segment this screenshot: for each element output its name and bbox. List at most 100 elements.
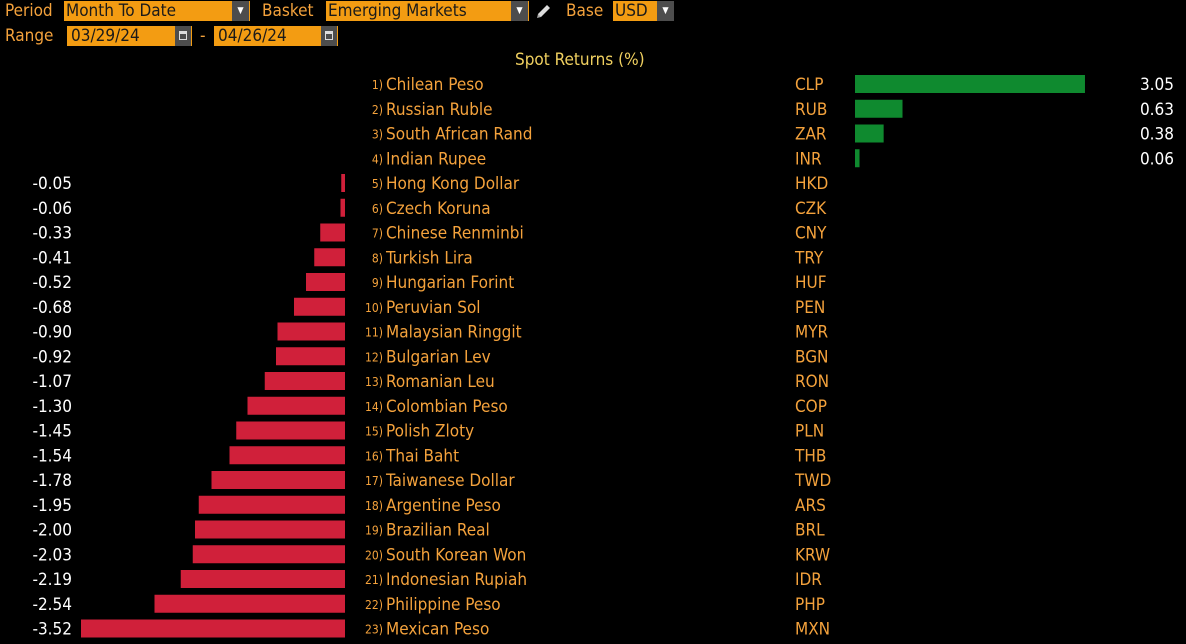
currency-name[interactable]: Russian Ruble [386, 100, 493, 120]
currency-name[interactable]: South Korean Won [386, 545, 526, 565]
currency-name[interactable]: Indonesian Rupiah [386, 570, 527, 590]
currency-code: MXN [795, 620, 830, 640]
rank-label: 20) [365, 548, 383, 562]
basket-dropdown[interactable]: Emerging Markets ▼ [326, 1, 529, 21]
rank-label: 6) [372, 202, 383, 216]
dropdown-arrow-icon[interactable]: ▼ [657, 1, 674, 21]
currency-name[interactable]: Thai Baht [385, 446, 459, 466]
currency-name[interactable]: Romanian Leu [386, 372, 495, 392]
dropdown-arrow-icon[interactable]: ▼ [511, 1, 528, 21]
pencil-icon[interactable] [534, 1, 554, 21]
value-label-ars: -1.95 [32, 496, 72, 516]
calendar-icon[interactable] [175, 26, 191, 46]
currency-code: TRY [794, 248, 824, 268]
rank-label: 7) [372, 227, 383, 241]
value-label-twd: -1.78 [32, 471, 72, 491]
calendar-icon[interactable] [321, 26, 337, 46]
currency-name[interactable]: Colombian Peso [386, 397, 508, 417]
chart-title: Spot Returns (%) [515, 50, 645, 70]
currency-code: CLP [795, 75, 823, 95]
value-label-huf: -0.52 [32, 273, 72, 293]
rank-label: 11) [365, 326, 383, 340]
range-label: Range [5, 26, 54, 46]
currency-name[interactable]: Taiwanese Dollar [385, 471, 515, 491]
currency-name[interactable]: South African Rand [386, 125, 532, 145]
currency-name[interactable]: Philippine Peso [386, 595, 501, 615]
bar-inr [855, 149, 860, 168]
currency-code: COP [795, 397, 827, 417]
currency-code: IDR [795, 570, 822, 590]
basket-label: Basket [262, 1, 314, 21]
rank-label: 22) [365, 598, 383, 612]
dropdown-arrow-icon[interactable]: ▼ [232, 1, 249, 21]
currency-name[interactable]: Malaysian Ringgit [386, 323, 522, 343]
currency-code: PEN [795, 298, 825, 318]
rank-label: 13) [365, 375, 383, 389]
bar-mxn [81, 619, 345, 638]
value-label-zar: 0.38 [1140, 125, 1174, 145]
currency-name[interactable]: Polish Zloty [386, 422, 474, 442]
bar-idr [180, 570, 345, 588]
range-separator: - [200, 26, 206, 46]
value-label-rub: 0.63 [1140, 100, 1174, 120]
base-dropdown[interactable]: USD ▼ [613, 1, 674, 21]
value-label-inr: 0.06 [1140, 149, 1174, 169]
currency-code: RUB [795, 100, 827, 120]
currency-name[interactable]: Chilean Peso [386, 75, 484, 95]
value-label-pln: -1.45 [32, 422, 72, 442]
value-label-clp: 3.05 [1140, 75, 1174, 95]
rank-label: 23) [365, 623, 383, 637]
currency-name[interactable]: Chinese Renminbi [386, 224, 524, 244]
base-value: USD [615, 1, 648, 21]
value-label-try: -0.41 [32, 248, 72, 268]
rank-label: 17) [365, 474, 383, 488]
currency-code: ZAR [795, 125, 827, 145]
range-start-value: 03/29/24 [71, 26, 140, 46]
value-label-mxn: -3.52 [32, 620, 72, 640]
currency-name[interactable]: Hong Kong Dollar [386, 174, 520, 194]
currency-name[interactable]: Argentine Peso [386, 496, 501, 516]
bar-czk [340, 198, 345, 217]
currency-code: BGN [795, 347, 829, 367]
bar-twd [211, 471, 345, 489]
currency-code: HKD [795, 174, 828, 194]
currency-name[interactable]: Czech Koruna [386, 199, 491, 219]
value-label-ron: -1.07 [32, 372, 72, 392]
bar-krw [192, 545, 345, 564]
currency-code: CNY [795, 224, 827, 244]
range-end-field[interactable]: 04/26/24 [214, 26, 338, 46]
currency-name[interactable]: Hungarian Forint [386, 273, 514, 293]
rank-label: 4) [372, 152, 383, 166]
rank-label: 2) [372, 103, 383, 117]
bar-pln [236, 421, 345, 440]
currency-name[interactable]: Peruvian Sol [386, 298, 481, 318]
bar-thb [229, 446, 345, 465]
bar-pen [294, 297, 345, 316]
period-dropdown[interactable]: Month To Date ▼ [64, 1, 250, 21]
rank-label: 12) [365, 350, 383, 364]
bar-ars [198, 495, 345, 514]
currency-name[interactable]: Mexican Peso [386, 620, 489, 640]
currency-name[interactable]: Turkish Lira [385, 248, 473, 268]
bar-myr [277, 322, 345, 341]
rank-label: 16) [365, 449, 383, 463]
bar-bgn [276, 347, 345, 366]
bar-huf [306, 273, 345, 291]
value-label-pen: -0.68 [32, 298, 72, 318]
value-label-cop: -1.30 [32, 397, 72, 417]
currency-code: RON [795, 372, 829, 392]
bar-cny [320, 223, 345, 242]
range-start-field[interactable]: 03/29/24 [67, 26, 192, 46]
currency-name[interactable]: Indian Rupee [386, 149, 486, 169]
value-label-myr: -0.90 [32, 323, 72, 343]
rank-label: 15) [365, 425, 383, 439]
rank-label: 1) [372, 78, 383, 92]
bar-try [314, 248, 345, 267]
rank-label: 9) [372, 276, 383, 290]
value-label-brl: -2.00 [32, 521, 72, 541]
period-label: Period [5, 1, 53, 21]
currency-code: KRW [795, 545, 830, 565]
currency-name[interactable]: Bulgarian Lev [386, 347, 491, 367]
currency-name[interactable]: Brazilian Real [386, 521, 490, 541]
